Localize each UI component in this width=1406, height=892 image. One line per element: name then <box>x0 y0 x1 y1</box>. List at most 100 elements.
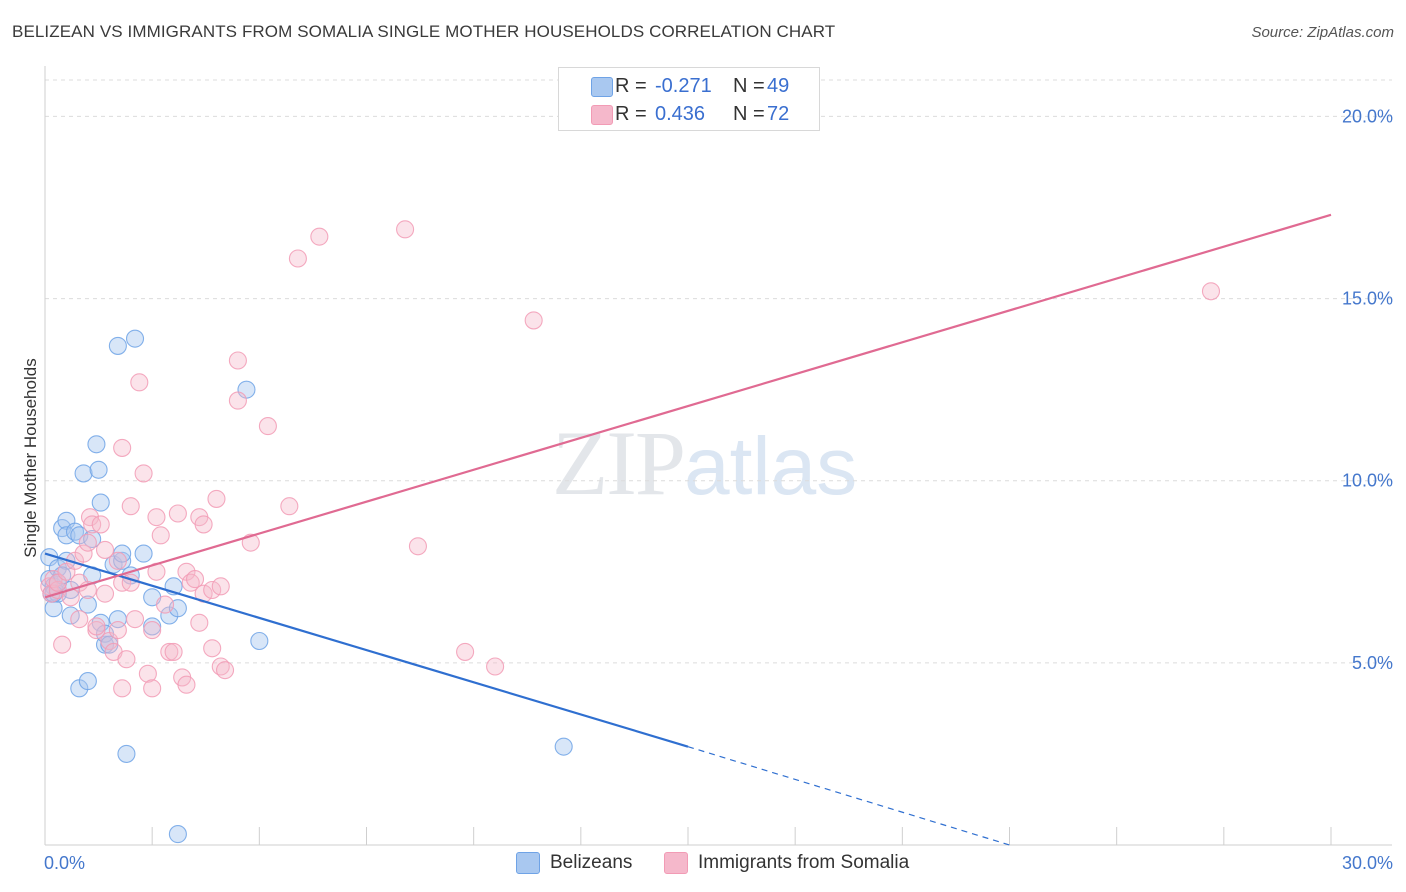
somalia-point <box>117 650 136 669</box>
legend-r-label: R = <box>615 102 647 125</box>
somalia-point <box>147 508 166 527</box>
somalia-point <box>524 311 543 330</box>
somalia-points <box>40 220 1221 698</box>
legend-r-value: -0.271 <box>655 74 712 97</box>
somalia-point <box>280 497 299 516</box>
somalia-point <box>151 526 170 545</box>
bottom-legend-label-somalia: Immigrants from Somalia <box>698 852 910 873</box>
somalia-point <box>95 540 115 559</box>
grid-lines <box>45 79 1392 664</box>
somalia-point <box>87 617 106 636</box>
y-tick-label: 20.0% <box>1342 106 1393 126</box>
legend-n-value: 72 <box>767 102 790 125</box>
somalia-point <box>74 544 93 563</box>
somalia-point <box>168 504 187 523</box>
somalia-point <box>310 227 329 246</box>
somalia-point <box>108 551 127 570</box>
belizeans-trend-line-extension <box>687 746 1010 846</box>
source-label: Source: ZipAtlas.com <box>1251 24 1394 41</box>
somalia-point <box>164 642 183 661</box>
somalia-point <box>194 515 213 534</box>
somalia-point <box>134 464 153 483</box>
somalia-point <box>288 249 307 268</box>
trend-lines <box>44 213 1332 846</box>
somalia-point <box>70 610 89 629</box>
watermark-zip: ZIP <box>552 412 686 514</box>
bottom-legend-belizeans: Belizeans <box>516 852 632 874</box>
belizeans-point <box>87 435 106 454</box>
belizeans-point <box>108 336 127 355</box>
legend-row-somalia: R = 0.436 N = 72 <box>591 102 790 126</box>
somalia-point <box>177 675 196 694</box>
x-tick-label: 30.0% <box>1342 853 1393 873</box>
somalia-point <box>228 391 247 410</box>
somalia-point <box>207 489 226 508</box>
bottom-legend-label-belizeans: Belizeans <box>550 852 633 873</box>
y-tick-label: 15.0% <box>1342 289 1393 309</box>
somalia-point <box>95 584 115 603</box>
somalia-point <box>143 621 162 640</box>
somalia-point <box>108 621 127 640</box>
watermark-atlas: atlas <box>684 421 858 512</box>
somalia-point <box>138 664 157 683</box>
belizeans-point <box>134 544 153 563</box>
axes <box>44 66 1392 846</box>
somalia-point <box>113 679 132 698</box>
somalia-point <box>155 595 175 614</box>
legend-n-value: 49 <box>767 74 790 97</box>
legend-n-label: N = <box>733 74 765 97</box>
x-tick-label: 0.0% <box>44 853 85 873</box>
y-axis-label: Single Mother Households <box>21 358 40 557</box>
somalia-point <box>456 642 475 661</box>
somalia-point <box>80 508 100 527</box>
belizeans-point <box>250 631 269 651</box>
belizeans-point <box>117 744 136 763</box>
somalia-point <box>211 577 230 596</box>
watermark: ZIPatlas <box>552 410 857 516</box>
somalia-point <box>190 613 209 632</box>
y-tick-labels: 5.0% 10.0% 15.0% 20.0% <box>1342 106 1393 672</box>
somalia-point <box>160 642 179 661</box>
y-tick-label: 5.0% <box>1352 653 1393 673</box>
somalia-point <box>258 417 277 436</box>
belizeans-point <box>89 460 108 479</box>
somalia-point <box>125 610 145 629</box>
belizeans-point <box>78 595 97 614</box>
legend-swatch-belizeans <box>591 77 613 97</box>
somalia-point <box>486 657 505 676</box>
bottom-legend-somalia: Immigrants from Somalia <box>664 852 909 874</box>
somalia-point <box>1201 282 1221 301</box>
chart-title: BELIZEAN VS IMMIGRANTS FROM SOMALIA SING… <box>12 22 836 41</box>
somalia-point <box>53 635 72 654</box>
belizeans-point <box>168 825 187 844</box>
somalia-point <box>185 570 205 589</box>
y-tick-label: 10.0% <box>1342 471 1393 491</box>
somalia-point <box>130 373 149 392</box>
somalia-point <box>143 679 162 698</box>
belizeans-point <box>74 464 93 483</box>
somalia-point <box>91 515 110 534</box>
somalia-point <box>408 537 427 556</box>
legend-swatch-somalia <box>591 105 613 125</box>
somalia-point <box>121 497 140 516</box>
somalia-point <box>203 639 222 658</box>
legend-r-value: 0.436 <box>655 102 706 125</box>
bottom-legend-swatch-somalia <box>664 852 688 874</box>
bottom-legend: Belizeans Immigrants from Somalia <box>0 852 1406 876</box>
somalia-point <box>228 351 247 370</box>
belizeans-point <box>554 737 573 756</box>
legend-r-label: R = <box>615 74 647 97</box>
belizeans-point <box>78 672 97 691</box>
belizeans-trend-line <box>44 552 689 748</box>
somalia-trend-line <box>44 213 1332 599</box>
legend-n-label: N = <box>733 102 765 125</box>
legend: R = -0.271 N = 49 R = 0.436 N = 72 <box>558 67 820 131</box>
belizeans-point <box>125 329 145 348</box>
legend-row-belizeans: R = -0.271 N = 49 <box>591 74 790 98</box>
belizeans-point <box>44 599 63 618</box>
bottom-legend-swatch-belizeans <box>516 852 540 874</box>
x-tick-labels: 0.0% 30.0% <box>44 853 1393 873</box>
belizeans-point <box>113 551 132 570</box>
belizeans-point <box>91 493 110 512</box>
